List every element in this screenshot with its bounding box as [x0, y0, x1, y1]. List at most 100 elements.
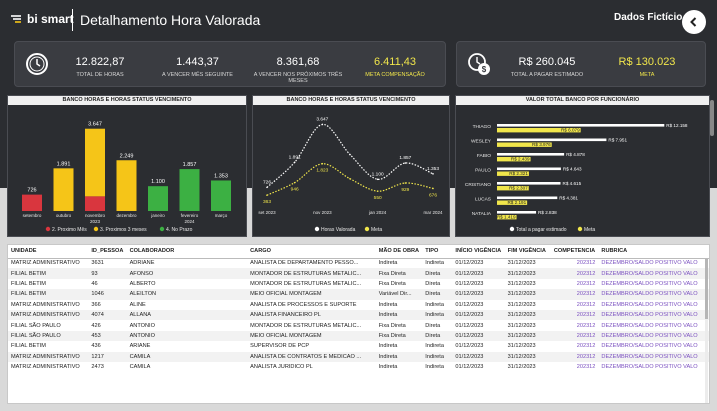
data-label: 929 — [401, 187, 409, 193]
table-cell: DEZEMBRO/SALDO POSITIVO VALO — [598, 309, 709, 321]
category-label: 2023 — [90, 219, 101, 224]
table-cell: DEZEMBRO/SALDO POSITIVO VALO — [601, 364, 698, 371]
bar-meta — [497, 142, 552, 147]
table-cell: 202312 — [550, 289, 599, 300]
legend-label: Horas Valorada — [321, 227, 356, 233]
column-header[interactable]: COLABORADOR — [126, 245, 248, 259]
table-cell: 366 — [91, 301, 101, 308]
page-scrollbar[interactable] — [710, 100, 714, 136]
kpi-label: META — [639, 72, 655, 78]
table-cell: DEZEMBRO/SALDO POSITIVO VALO — [601, 322, 698, 329]
kpi-total-pagar: R$ 260.045 TOTAL A PAGAR ESTIMADO — [507, 56, 587, 78]
svg-text:$: $ — [482, 65, 487, 74]
table-cell: ALLANA — [126, 309, 248, 321]
bar-total — [497, 196, 558, 200]
table-cell: 453 — [88, 330, 127, 342]
data-label: 1.100 — [151, 179, 165, 185]
table-cell: Indireta — [425, 260, 444, 267]
line-chart-panel: BANCO HORAS E HORAS STATUS VENCIMENTO 72… — [252, 95, 450, 237]
table-cell: 1046 — [88, 289, 127, 300]
bar-segment — [22, 194, 42, 211]
legend-marker — [509, 226, 515, 232]
table-cell: DEZEMBRO/SALDO POSITIVO VALO — [601, 280, 698, 287]
kpi-label: A VENCER NOS PRÓXIMOS TRÊS MESES — [253, 72, 343, 84]
data-point — [293, 181, 296, 184]
data-point — [321, 123, 324, 126]
bar-total — [497, 167, 561, 171]
column-header[interactable]: UNIDADE — [8, 245, 89, 259]
line-chart: 726 1.891 3.647 1.100 1.857 1.353 363 946 1.823 5… — [258, 116, 443, 233]
horizontal-bar-chart: THIAGO R$ 12.158 R$ 6.079 WESLEY R$ 7.951 R$ … — [465, 123, 688, 233]
table-cell: Fixa Direta — [375, 330, 423, 342]
legend-marker — [93, 226, 99, 232]
table-scroll-track[interactable] — [705, 259, 708, 403]
data-label: R$ 4.381 — [559, 196, 578, 201]
data-point — [432, 173, 434, 175]
category-label: THIAGO — [473, 124, 492, 130]
legend-label: Total a pagar estimado — [516, 227, 567, 233]
column-header[interactable]: FIM VIGÊNCIA — [504, 245, 551, 259]
table-cell: 01/12/2023 — [452, 330, 505, 342]
back-button[interactable] — [682, 10, 706, 34]
table-cell: 31/12/2023 — [507, 343, 536, 350]
table-row[interactable]: FILIAL BETIM 46 ALBERTO MONTADOR DE ESTRUTU… — [8, 279, 709, 289]
data-label: 1.891 — [57, 161, 71, 167]
table-cell: 202312 — [576, 343, 596, 350]
table-cell: Indireta — [378, 364, 398, 371]
kpi-vencer-tres-meses: 8.361,68 A VENCER NOS PRÓXIMOS TRÊS MESE… — [253, 56, 343, 84]
table-row[interactable]: MATRIZ ADMINISTRATIVO 366 ALINE ANALISTA DE… — [8, 300, 709, 310]
data-label: R$ 2.321 — [509, 171, 528, 176]
table-cell: 01/12/2023 — [455, 280, 484, 287]
table-cell: 31/12/2023 — [507, 260, 536, 267]
kpi-meta-valor: R$ 130.023 META — [607, 56, 687, 78]
table-row[interactable]: MATRIZ ADMINISTRATIVO 1217 CAMILA ANALISTA … — [8, 351, 709, 362]
data-label: R$ 4.615 — [563, 181, 582, 186]
column-header[interactable]: TIPO — [422, 245, 453, 259]
table-row[interactable]: MATRIZ ADMINISTRATIVO 2473 CAMILA ANALISTA … — [8, 362, 709, 372]
table-row[interactable]: FILIAL BETIM 436 ARIANE SUPERVISOR DE PCP In… — [8, 341, 709, 351]
table-cell: FILIAL BETIM — [8, 268, 89, 279]
table-cell: Indireta — [425, 343, 444, 350]
table-row[interactable]: FILIAL BETIM 1046 ALEILTON MEIO OFICIAL MON… — [8, 289, 709, 300]
bar-total — [497, 211, 537, 214]
table-cell: Indireta — [375, 309, 423, 321]
data-label: 676 — [429, 192, 437, 198]
data-label: R$ 7.951 — [608, 138, 627, 143]
table-row[interactable]: MATRIZ ADMINISTRATIVO 4074 ALLANA ANALISTA … — [8, 309, 709, 321]
table-cell: 202312 — [550, 330, 599, 342]
table-cell: 202312 — [550, 268, 599, 279]
column-header[interactable]: INÍCIO VIGÊNCIA — [452, 245, 505, 259]
table-cell: FILIAL BETIM — [11, 343, 46, 350]
table-scroll-thumb[interactable] — [705, 259, 708, 319]
table-row[interactable]: MATRIZ ADMINISTRATIVO 3631 ADRIANE ANALISTA… — [8, 258, 709, 268]
column-header[interactable]: MÃO DE OBRA — [375, 245, 423, 259]
table-body: MATRIZ ADMINISTRATIVO 3631 ADRIANE ANALISTA… — [8, 258, 709, 372]
legend-label: Meta — [584, 227, 595, 233]
legend-marker — [577, 226, 583, 232]
table-cell: ANALISTA DE DEPARTAMENTO PESSO... — [250, 260, 359, 267]
data-label: R$ 12.158 — [666, 123, 688, 128]
table-cell: MEIO OFICIAL MONTAGEM — [247, 330, 376, 342]
brand-name: bi smart — [27, 12, 74, 26]
table-row[interactable]: FILIAL SÃO PAULO 453 ANTONIO MEIO OFICIAL M… — [8, 330, 709, 342]
data-label: R$ 2.307 — [509, 186, 528, 191]
data-label: 2.249 — [120, 153, 134, 159]
table-cell: DEZEMBRO/SALDO POSITIVO VALO — [598, 268, 709, 279]
column-header[interactable]: RUBRICA — [598, 245, 709, 259]
table-row[interactable]: FILIAL SÃO PAULO 426 ANTONIO MONTADOR DE ES… — [8, 320, 709, 330]
column-header[interactable]: ID_PESSOA — [88, 245, 127, 259]
data-label: 3.647 — [88, 122, 102, 128]
data-label: 550 — [374, 195, 382, 201]
bar-segment — [85, 196, 105, 211]
column-header[interactable]: COMPETENCIA — [550, 245, 599, 259]
table-cell: Indireta — [378, 343, 398, 350]
table-cell: 426 — [91, 322, 101, 329]
chart-title: BANCO HORAS E HORAS STATUS VENCIMENTO — [253, 96, 449, 105]
table-cell: DEZEMBRO/SALDO POSITIVO VALO — [598, 330, 709, 342]
category-label: FABIO — [477, 153, 491, 159]
data-label: 1.857 — [399, 155, 411, 161]
column-header[interactable]: CARGO — [247, 245, 376, 259]
table-cell: ANALISTA DE PROCESSOS E SUPORTE — [250, 301, 357, 308]
table-row[interactable]: FILIAL BETIM 93 AFONSO MONTADOR DE ESTRUTUR… — [8, 268, 709, 279]
kpi-total-horas: 12.822,87 TOTAL DE HORAS — [65, 56, 135, 78]
